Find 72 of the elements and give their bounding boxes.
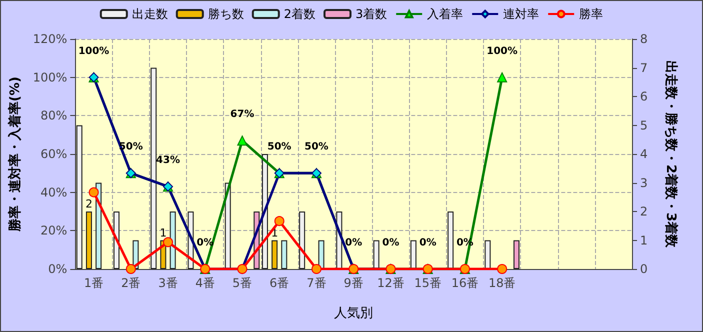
- data-label: 43%: [156, 155, 180, 166]
- data-label: 50%: [304, 142, 328, 153]
- y-tick-label: 0%: [48, 262, 68, 276]
- y2-tick-label: 5: [640, 118, 648, 132]
- x-tick-label: 15番: [414, 276, 442, 290]
- point: [497, 264, 508, 274]
- x-tick-label: 6番: [270, 276, 290, 290]
- y-tick-label: 20%: [40, 224, 68, 238]
- legend-label: 出走数: [132, 7, 168, 21]
- bar: [410, 240, 416, 269]
- x-tick-label: 7番: [306, 276, 326, 290]
- x-axis-title: 人気別: [334, 306, 374, 321]
- bar: [150, 68, 157, 269]
- point: [497, 72, 508, 82]
- y2-tick-label: 4: [640, 147, 648, 161]
- data-label: 0%: [345, 238, 362, 248]
- x-tick-label: 12番: [377, 276, 404, 290]
- y2-tick-label: 6: [640, 90, 648, 104]
- point: [311, 264, 322, 274]
- y-tick-label: 80%: [40, 108, 68, 123]
- bar: [318, 240, 324, 269]
- y2-tick-label: 0: [640, 262, 648, 276]
- bar: [448, 212, 454, 269]
- data-label: 1: [160, 226, 167, 240]
- x-tick-label: 16番: [451, 276, 479, 290]
- legend-label: 入着率: [427, 7, 464, 21]
- bar: [373, 240, 380, 269]
- bar: [513, 240, 520, 269]
- point: [274, 216, 284, 226]
- y-tick-label: 60%: [40, 147, 68, 161]
- x-tick-label: 4番: [195, 276, 215, 290]
- x-tick-label: 5番: [232, 276, 252, 290]
- point: [126, 264, 136, 274]
- bar: [299, 212, 306, 269]
- y2-tick-label: 8: [640, 32, 648, 46]
- bar: [113, 212, 120, 269]
- x-tick-label: 3番: [158, 276, 178, 290]
- point: [163, 237, 174, 248]
- x-tick-label: 18番: [488, 276, 516, 290]
- y-tick-label: 100%: [32, 70, 68, 84]
- point: [88, 187, 99, 198]
- legend-label: 勝ち数: [208, 7, 244, 21]
- data-label: 100%: [486, 46, 518, 57]
- y2-tick-label: 1: [640, 233, 648, 248]
- data-label: 0%: [382, 238, 400, 248]
- x-tick-label: 1番: [84, 276, 104, 290]
- bar: [86, 212, 92, 269]
- data-label: 100%: [78, 46, 110, 57]
- data-label: 2: [85, 198, 92, 210]
- data-label: 0%: [419, 238, 436, 248]
- bar: [272, 240, 278, 269]
- legend-label: 勝率: [579, 7, 604, 21]
- data-label: 50%: [267, 142, 292, 153]
- x-tick-label: 9番: [344, 276, 364, 290]
- bar: [170, 212, 176, 269]
- legend-label: 2着数: [284, 7, 316, 21]
- bar: [76, 125, 82, 269]
- x-tick-label: 2番: [121, 276, 141, 290]
- y-axis-title: 勝率・連対率・入着率(%): [7, 76, 23, 232]
- point: [237, 136, 248, 146]
- bar: [281, 240, 288, 269]
- legend-label: 連対率: [503, 7, 540, 21]
- y2-tick-label: 7: [640, 60, 648, 75]
- y2-tick-label: 3: [640, 176, 648, 190]
- bar: [484, 240, 491, 269]
- y2-axis-title: 出走数・勝ち数・2着数・3着数: [663, 60, 679, 249]
- data-label: 67%: [230, 109, 254, 120]
- legend-label: 3着数: [356, 7, 388, 21]
- y2-tick-label: 2: [640, 204, 648, 218]
- y-tick-label: 40%: [40, 185, 68, 200]
- bar: [224, 182, 231, 269]
- y-tick-label: 120%: [32, 32, 68, 46]
